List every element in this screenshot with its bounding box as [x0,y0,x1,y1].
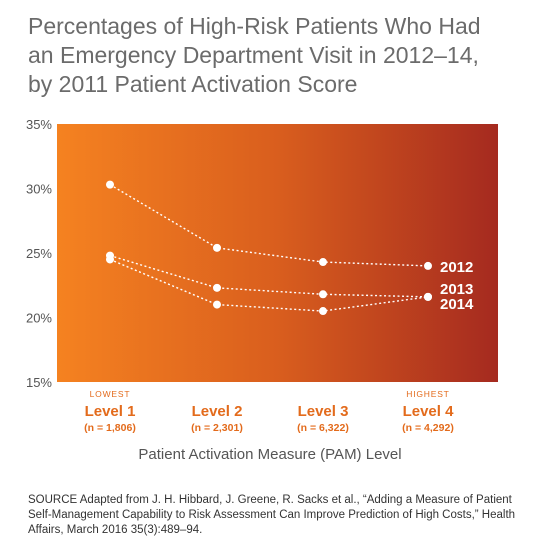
data-point-2013 [319,290,327,299]
y-tick-label: 30% [26,182,52,197]
x-category-label: Level 1 [85,403,136,420]
chart-title-line-1: Percentages of High-Risk Patients Who Ha… [28,13,481,39]
data-point-2012 [319,258,327,267]
x-category-label: Level 2 [192,403,243,420]
y-tick-label: 25% [26,246,52,261]
series-line-2014 [109,258,429,312]
data-point-2012 [213,243,221,252]
series-line-2012 [109,184,429,267]
series-label-2012: 2012 [440,259,473,276]
series-line-2013 [109,254,429,298]
x-category-label: Level 4 [403,403,455,420]
data-point-2014 [424,292,432,301]
x-category-sample-size: (n = 4,292) [402,422,454,434]
series-label-2013: 2013 [440,281,473,298]
x-category-sample-size: (n = 6,322) [297,422,349,434]
category-extreme-label: HIGHEST [406,389,449,399]
data-point-2012 [106,180,114,189]
data-point-2013 [213,283,221,292]
data-point-2014 [213,300,221,309]
x-category-label: Level 3 [298,403,349,420]
chart-title: Percentages of High-Risk Patients Who Ha… [28,12,528,99]
data-point-2014 [319,307,327,316]
x-axis-label: Patient Activation Measure (PAM) Level [138,446,401,463]
category-extreme-label: LOWEST [90,389,131,399]
y-tick-label: 35% [26,117,52,132]
chart-title-line-3: by 2011 Patient Activation Score [28,71,358,97]
chart-title-line-2: an Emergency Department Visit in 2012–14… [28,42,479,68]
x-category-sample-size: (n = 2,301) [191,422,243,434]
series-label-2014: 2014 [440,296,474,313]
data-point-2014 [106,255,114,264]
y-tick-label: 15% [26,375,52,390]
data-point-2012 [424,261,432,270]
y-tick-label: 20% [26,311,52,326]
source-note: SOURCE Adapted from J. H. Hibbard, J. Gr… [28,494,516,536]
plot-area [57,124,498,382]
x-category-sample-size: (n = 1,806) [84,422,136,434]
